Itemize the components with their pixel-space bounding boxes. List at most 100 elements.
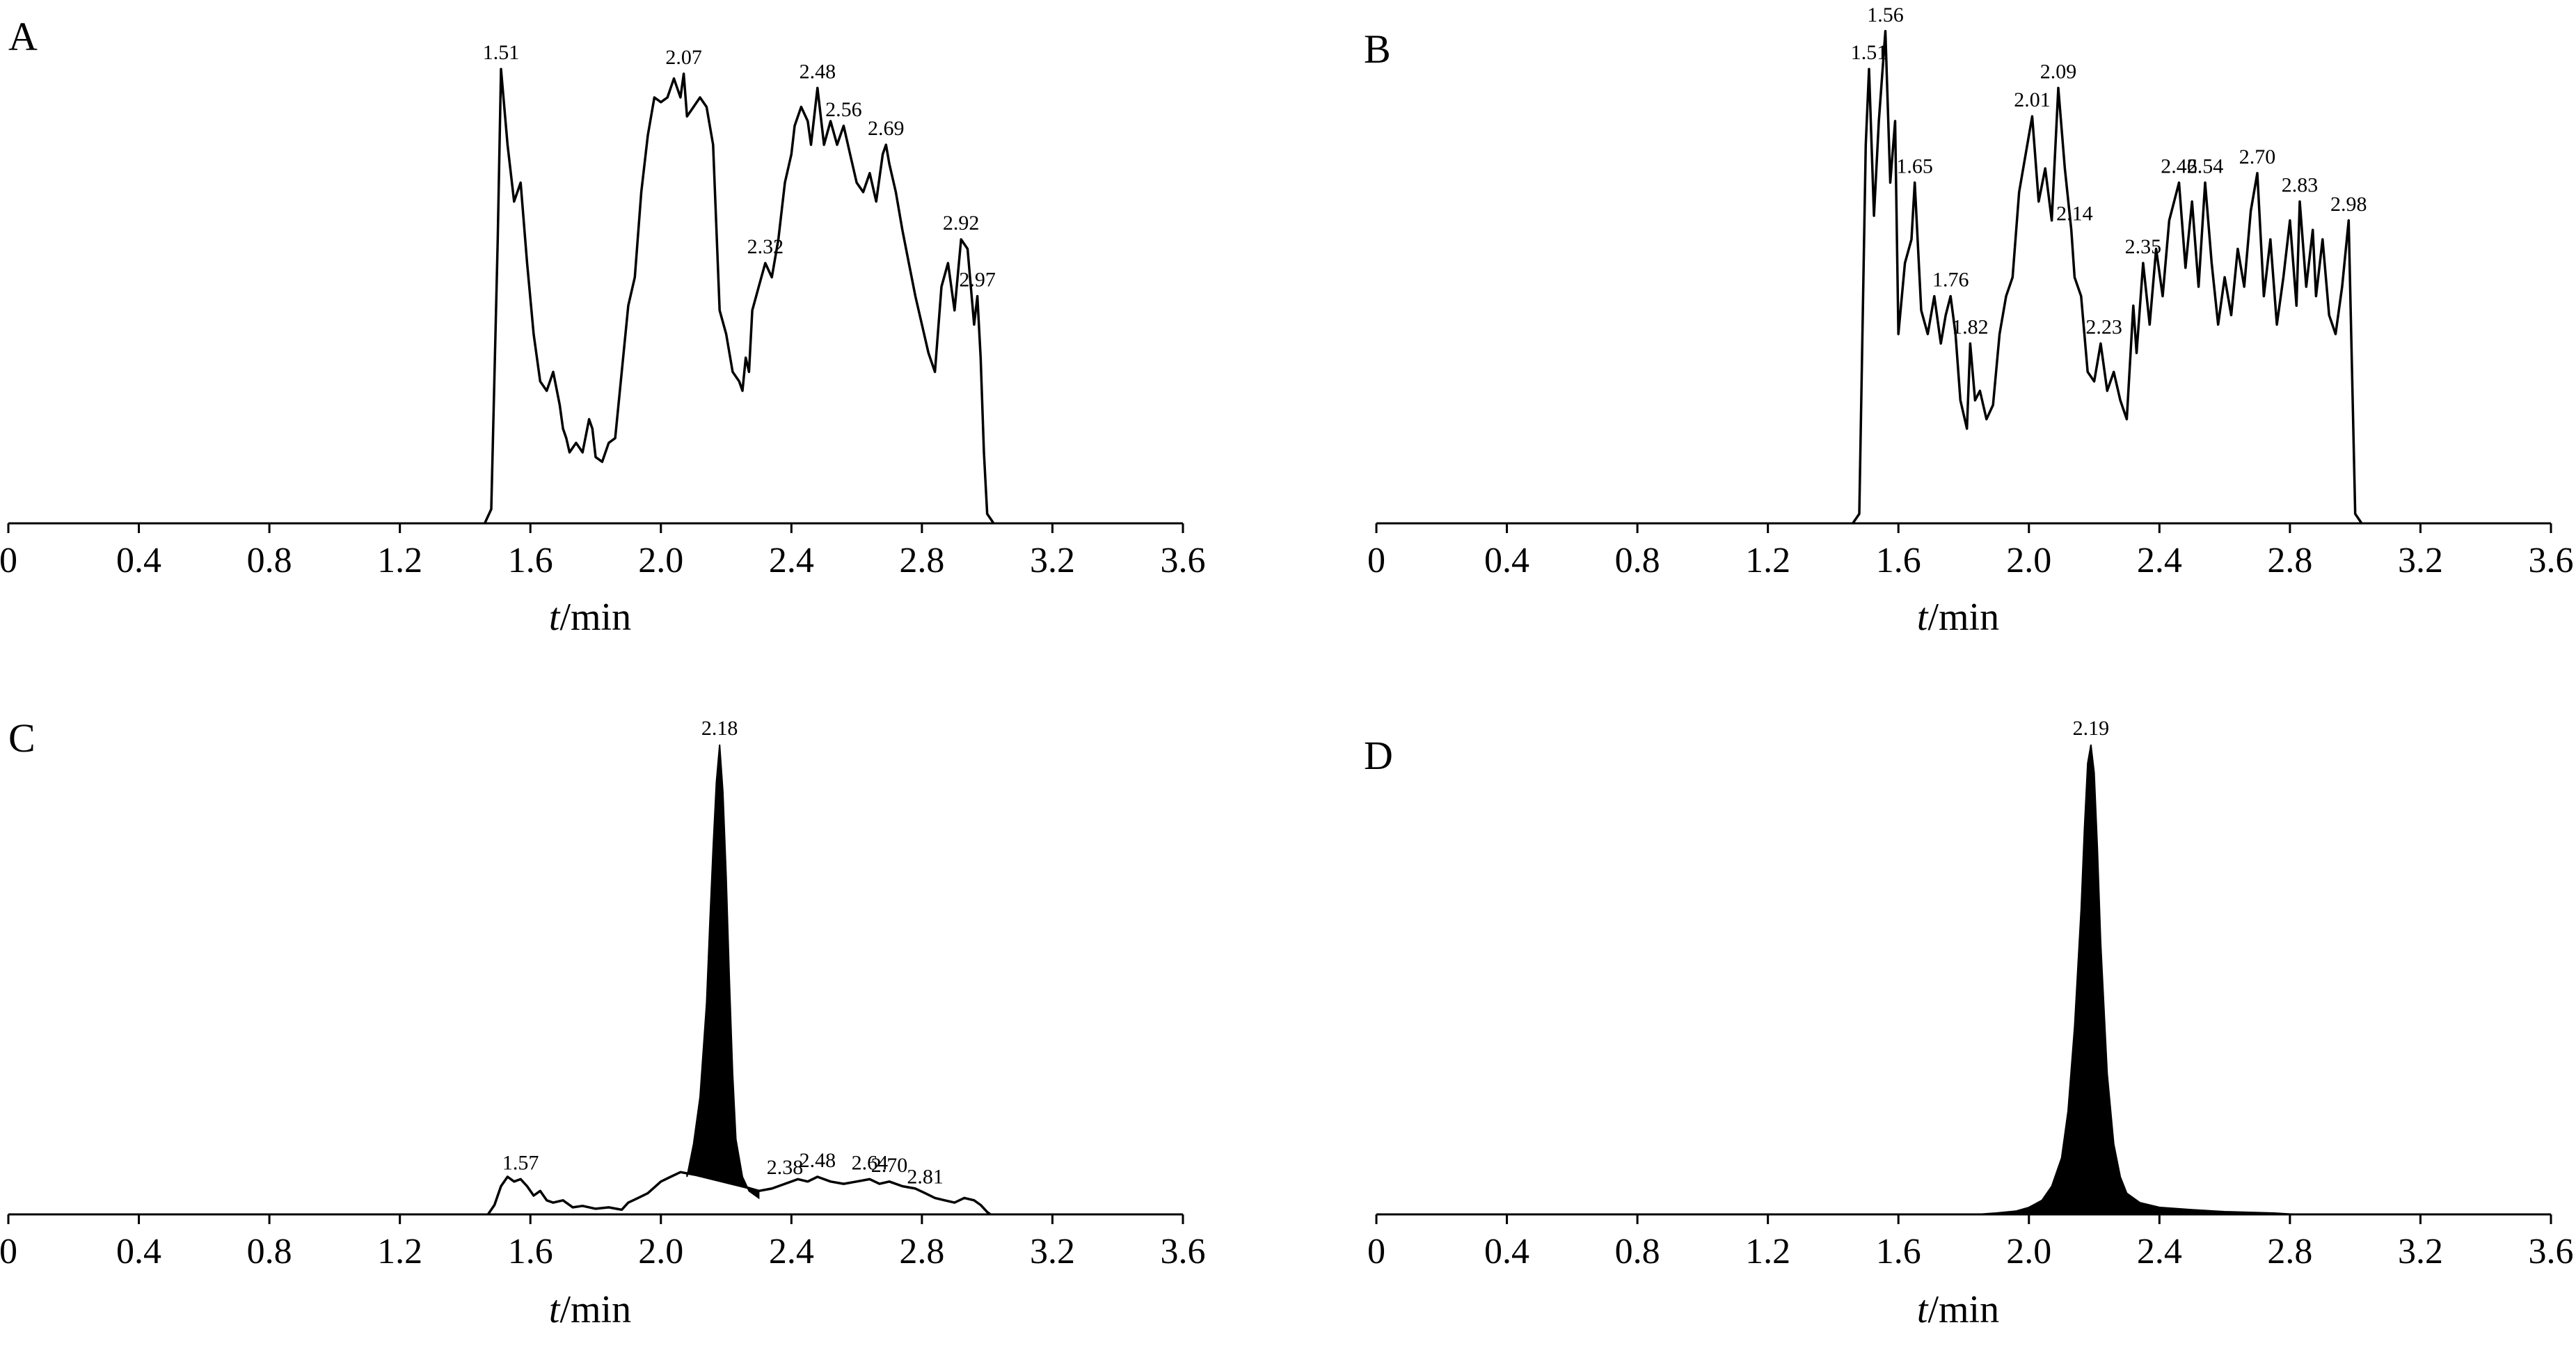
panel-a-plot: 0 0.4 0.8 1.2 1.6 2.0 2.4 2.8 3.2 3.6 1.51 2.07 2.32…	[0, 41, 1206, 580]
panel-c-x-axis-title: t/min	[549, 1288, 631, 1331]
x-tick-label: 0	[0, 541, 17, 580]
x-tick-label: 0.4	[1484, 541, 1529, 580]
x-tick-label: 0.8	[247, 1232, 292, 1271]
peak-label: 2.19	[2073, 717, 2110, 740]
x-tick-label: 3.6	[1161, 1232, 1206, 1271]
peak-label: 2.70	[871, 1154, 908, 1177]
x-tick-label: 2.4	[769, 541, 814, 580]
series-line	[1852, 30, 2363, 524]
x-tick-label: 1.2	[377, 541, 422, 580]
peak-label: 2.81	[907, 1166, 944, 1189]
panel-b-x-axis-title: t/min	[1917, 596, 1999, 639]
peak-label: 2.32	[747, 235, 784, 258]
peak-label: 2.92	[943, 212, 980, 235]
x-tick-label: 3.6	[2529, 1232, 2574, 1271]
x-tick-label: 2.8	[899, 541, 944, 580]
peak-label: 2.97	[959, 269, 996, 292]
x-tick-label: 2.8	[899, 1232, 944, 1271]
x-tick-label: 0.8	[1615, 1232, 1660, 1271]
panel-d-x-axis-title: t/min	[1917, 1288, 1999, 1331]
peak-label: 1.65	[1896, 154, 1933, 177]
x-axis-title-italic: t	[549, 596, 561, 639]
series-line	[484, 68, 995, 524]
peak-label: 2.46	[2161, 154, 2197, 177]
x-tick-label: 2.0	[638, 1232, 683, 1271]
x-tick-label: 0.4	[116, 1232, 161, 1271]
peak-label: 2.56	[825, 98, 862, 121]
peak-label: 1.51	[483, 41, 520, 64]
x-axis-title-italic: t	[1917, 1288, 1929, 1331]
x-tick-label: 2.0	[2006, 541, 2051, 580]
x-tick-label: 3.2	[2398, 541, 2443, 580]
panel-c: C 0 0.4 0.8 1.2 1.6 2.0 2.4 2.8 3.2 3.6 1.57 2.18 2.…	[0, 715, 1206, 1331]
peak-label: 2.48	[800, 60, 836, 83]
x-tick-label: 3.6	[2529, 541, 2574, 580]
panel-a-x-axis-title: t/min	[549, 596, 631, 639]
peak-label: 1.57	[502, 1151, 539, 1174]
panel-d: D 0 0.4 0.8 1.2 1.6 2.0 2.4 2.8 3.2 3.6 2.19 t/min	[1364, 717, 2574, 1331]
x-tick-label: 2.8	[2267, 541, 2312, 580]
x-tick-label: 0.8	[247, 541, 292, 580]
x-tick-label: 1.2	[377, 1232, 422, 1271]
panel-letter-a: A	[8, 14, 38, 59]
peak-label: 2.69	[868, 117, 905, 140]
x-tick-label: 2.4	[769, 1232, 814, 1271]
peak-label: 2.64	[852, 1151, 889, 1174]
peak-label: 2.01	[2014, 88, 2051, 111]
x-tick-label: 3.6	[1161, 541, 1206, 580]
x-tick-label: 1.6	[508, 541, 553, 580]
panel-c-plot: 0 0.4 0.8 1.2 1.6 2.0 2.4 2.8 3.2 3.6 1.57 2.18 2.38…	[0, 717, 1206, 1271]
panel-a: A 0 0.4 0.8 1.2 1.6 2.0 2.4 2.8 3.2 3.6 1.51 2.07 2.…	[0, 14, 1206, 639]
x-axis-title-italic: t	[1917, 596, 1929, 639]
x-tick-label: 0.8	[1615, 541, 1660, 580]
peak-label: 2.38	[767, 1156, 804, 1179]
x-axis-title-unit: /min	[559, 596, 631, 639]
peak-label: 2.23	[2085, 316, 2122, 339]
x-tick-label: 3.2	[1030, 1232, 1075, 1271]
x-tick-label: 0.4	[1484, 1232, 1529, 1271]
panel-b: B 0 0.4 0.8 1.2 1.6 2.0 2.4 2.8 3.2 3.6 1.51 1.56 1.…	[1364, 3, 2574, 639]
x-tick-label: 0.4	[116, 541, 161, 580]
peak-label: 2.83	[2282, 174, 2319, 197]
panel-letter-c: C	[8, 715, 35, 761]
x-tick-label: 2.0	[2006, 1232, 2051, 1271]
peak-label: 1.76	[1932, 269, 1969, 292]
panel-b-plot: 0 0.4 0.8 1.2 1.6 2.0 2.4 2.8 3.2 3.6 1.51 1.56 1.65…	[1367, 3, 2574, 580]
x-axis-title-unit: /min	[1927, 1288, 1999, 1331]
x-tick-label: 1.6	[508, 1232, 553, 1271]
x-tick-label: 3.2	[2398, 1232, 2443, 1271]
x-axis-title-unit: /min	[1927, 596, 1999, 639]
x-tick-label: 0	[0, 1232, 17, 1271]
x-tick-label: 2.8	[2267, 1232, 2312, 1271]
panel-letter-d: D	[1364, 733, 1393, 778]
panel-d-plot: 0 0.4 0.8 1.2 1.6 2.0 2.4 2.8 3.2 3.6 2.19	[1367, 717, 2574, 1271]
peak-label: 2.18	[701, 717, 738, 740]
x-axis-title-unit: /min	[559, 1288, 631, 1331]
filled-peak-area	[686, 744, 760, 1200]
peak-label: 2.70	[2239, 145, 2276, 168]
peak-label: 2.07	[665, 46, 702, 69]
x-tick-label: 1.2	[1745, 1232, 1790, 1271]
peak-label: 1.56	[1867, 3, 1904, 26]
x-tick-label: 2.0	[638, 541, 683, 580]
peak-label: 2.09	[2040, 60, 2077, 83]
peak-label: 2.98	[2330, 193, 2367, 216]
x-axis-title-italic: t	[549, 1288, 561, 1331]
panel-letter-b: B	[1364, 26, 1391, 72]
x-tick-label: 2.4	[2137, 1232, 2182, 1271]
peak-label: 1.51	[1851, 41, 1888, 64]
peak-label: 2.35	[2125, 235, 2162, 258]
peak-label: 2.14	[2056, 202, 2093, 225]
x-tick-label: 0	[1367, 1232, 1385, 1271]
peak-label: 2.54	[2187, 154, 2224, 177]
x-tick-label: 0	[1367, 541, 1385, 580]
x-tick-label: 1.2	[1745, 541, 1790, 580]
series-peak-area	[1976, 744, 2297, 1215]
x-tick-label: 3.2	[1030, 541, 1075, 580]
x-tick-label: 1.6	[1876, 1232, 1921, 1271]
peak-label: 1.82	[1952, 316, 1989, 339]
x-tick-label: 1.6	[1876, 541, 1921, 580]
x-tick-label: 2.4	[2137, 541, 2182, 580]
peak-label: 2.48	[800, 1149, 836, 1172]
